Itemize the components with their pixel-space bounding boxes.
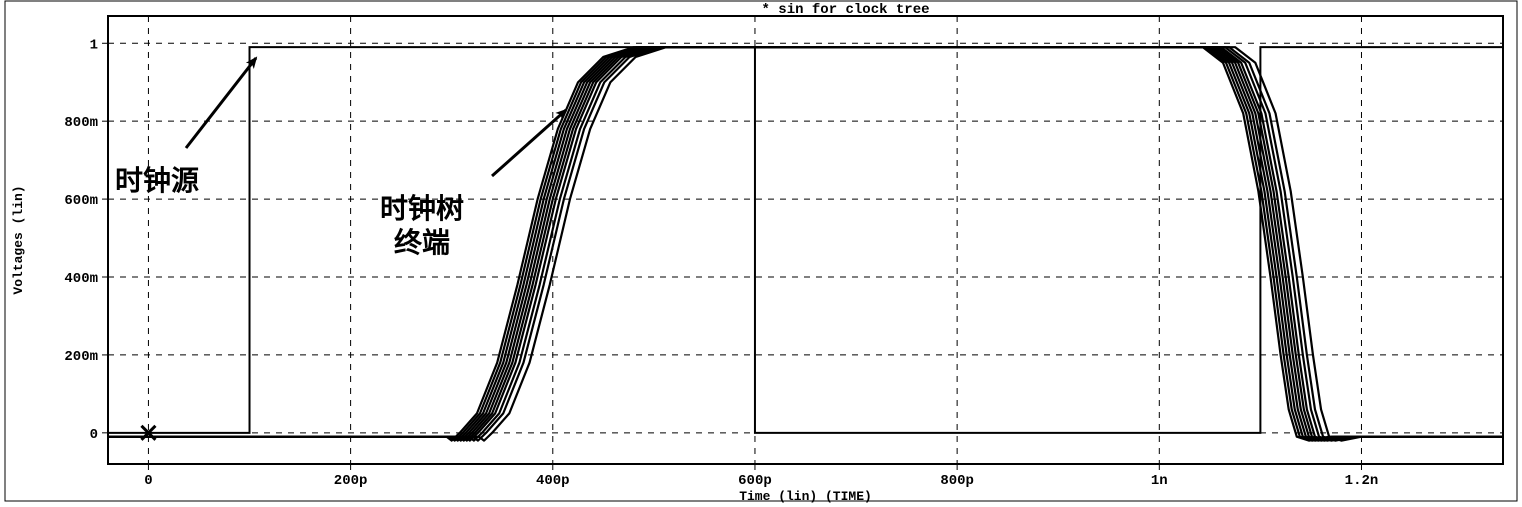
y-tick-label: 1 bbox=[90, 37, 98, 53]
clock-tree-terminal-trace bbox=[108, 47, 1503, 440]
x-tick-label: 1.2n bbox=[1345, 473, 1379, 489]
annotation-label: 时钟树 bbox=[380, 193, 464, 225]
y-tick-label: 200m bbox=[64, 349, 98, 365]
series-group bbox=[108, 47, 1503, 440]
x-tick-label: 600p bbox=[738, 473, 772, 489]
y-axis-label: Voltages (lin) bbox=[11, 185, 26, 294]
y-tick-label: 0 bbox=[90, 427, 98, 443]
y-tick-label: 600m bbox=[64, 193, 98, 209]
x-tick-label: 1n bbox=[1151, 473, 1168, 489]
x-tick-label: 400p bbox=[536, 473, 570, 489]
x-tick-label: 0 bbox=[144, 473, 152, 489]
y-tick-label: 400m bbox=[64, 271, 98, 287]
x-axis-label: Time (lin) (TIME) bbox=[739, 489, 872, 504]
annotation-clk-src: 时钟源 bbox=[115, 58, 256, 197]
clock-tree-chart: * sin for clock tree0200p400p600p800p1n1… bbox=[0, 0, 1522, 507]
x-tick-label: 800p bbox=[940, 473, 974, 489]
y-tick-label: 800m bbox=[64, 115, 98, 131]
annotation-label: 时钟源 bbox=[115, 165, 199, 197]
x-tick-label: 200p bbox=[334, 473, 368, 489]
annotation-label: 终端 bbox=[394, 227, 450, 259]
